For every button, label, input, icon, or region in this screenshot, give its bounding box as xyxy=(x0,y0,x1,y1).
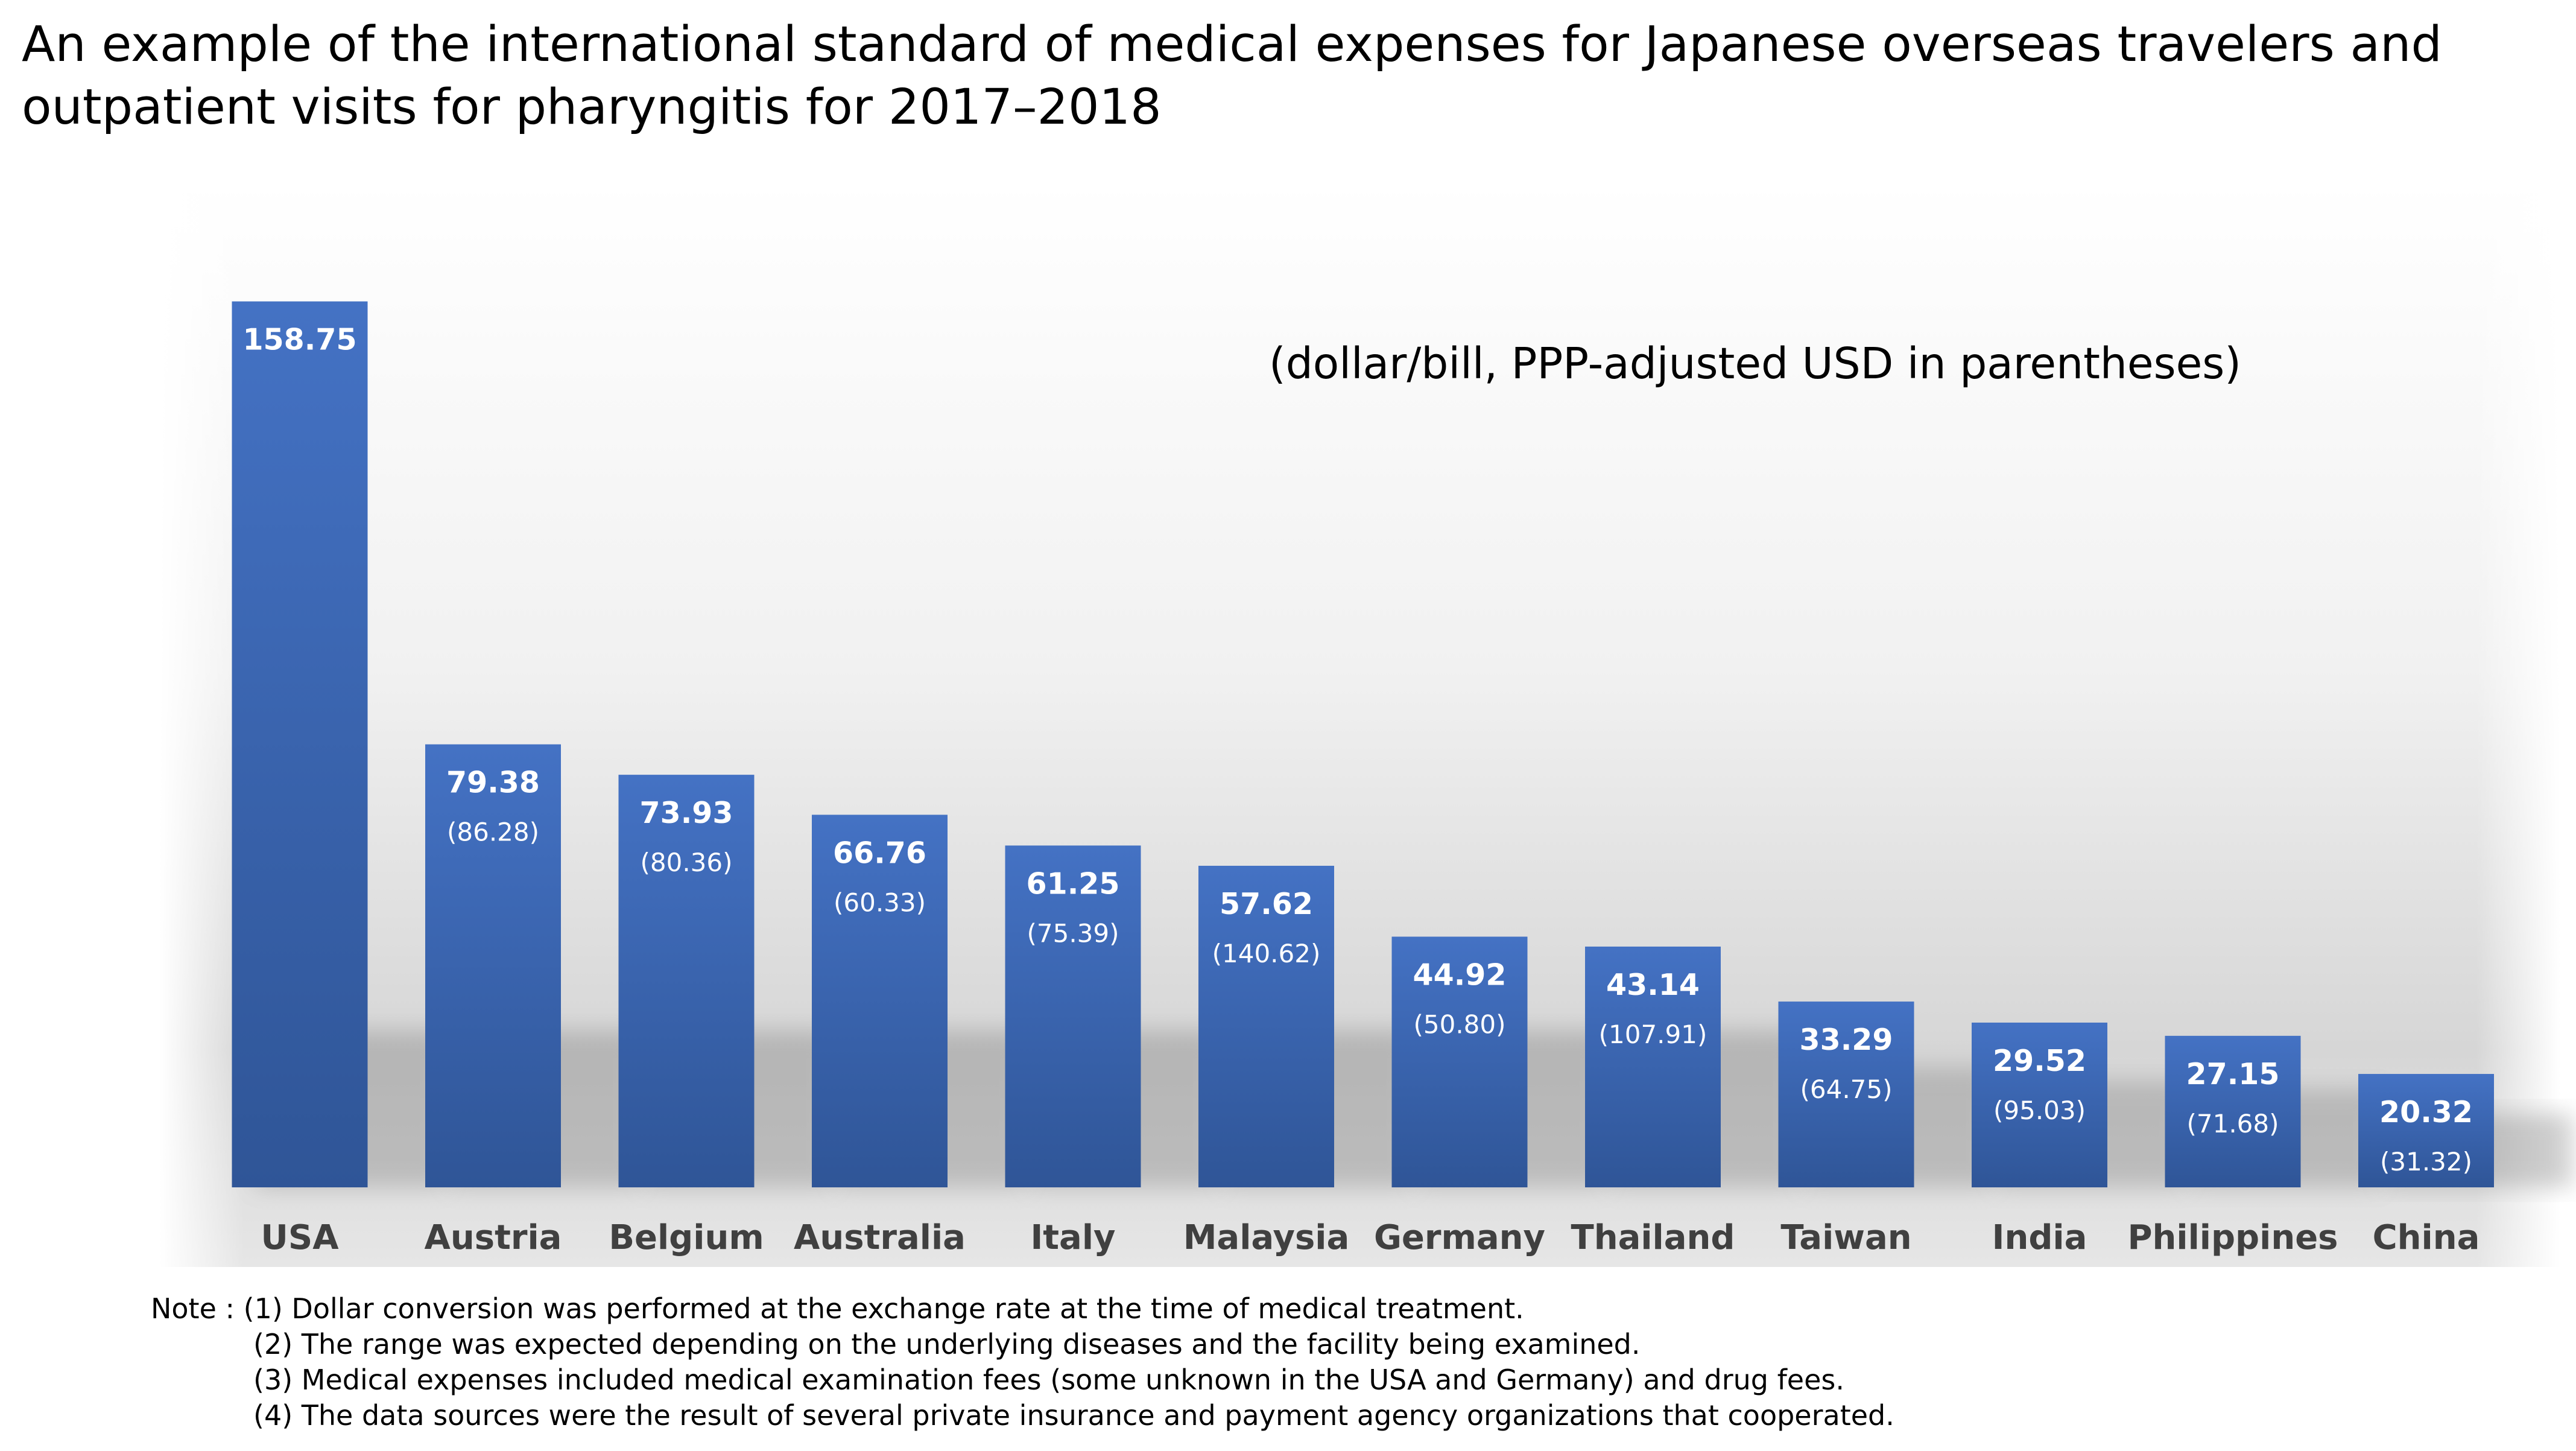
value-label-philippines: 27.15 xyxy=(2186,1057,2280,1091)
bar-thailand xyxy=(1585,946,1721,1187)
category-label-philippines: Philippines xyxy=(2127,1218,2338,1257)
value-label-italy: 61.25 xyxy=(1027,866,1120,901)
value-labels: 158.75 79.38 73.93 66.76 61.25 57.62 44.92 43.1… xyxy=(242,323,2473,1129)
ppp-label-india: (95.03) xyxy=(1993,1096,2086,1125)
category-label-italy: Italy xyxy=(1030,1218,1115,1257)
value-label-thailand: 43.14 xyxy=(1606,968,1700,1002)
bar-usa xyxy=(232,301,368,1187)
category-label-belgium: Belgium xyxy=(609,1218,764,1257)
bar-austria xyxy=(425,744,561,1187)
unit-note: (dollar/bill, PPP-adjusted USD in parent… xyxy=(1269,338,2241,389)
category-label-usa: USA xyxy=(261,1218,339,1257)
ppp-label-china: (31.32) xyxy=(2380,1147,2472,1176)
category-label-india: India xyxy=(1992,1218,2087,1257)
category-label-australia: Australia xyxy=(794,1218,966,1257)
bar-germany xyxy=(1391,936,1528,1187)
note-line-1: Note : (1) Dollar conversion was perform… xyxy=(151,1292,1524,1325)
bar-belgium xyxy=(618,775,755,1187)
bar-italy xyxy=(1005,845,1141,1187)
category-label-austria: Austria xyxy=(425,1218,562,1257)
category-labels: USA Austria Belgium Australia Italy Malaysia G… xyxy=(261,1218,2479,1257)
value-label-china: 20.32 xyxy=(2379,1095,2473,1129)
note-line-2: (2) The range was expected depending on … xyxy=(253,1328,1641,1361)
category-label-malaysia: Malaysia xyxy=(1183,1218,1350,1257)
ppp-label-australia: (60.33) xyxy=(834,887,926,917)
note-line-4: (4) The data sources were the result of … xyxy=(253,1399,1894,1432)
ppp-label-thailand: (107.91) xyxy=(1599,1020,1707,1049)
bar-taiwan xyxy=(1778,1002,1914,1187)
ppp-label-austria: (86.28) xyxy=(447,818,539,847)
bar-philippines xyxy=(2165,1035,2301,1187)
ppp-label-italy: (75.39) xyxy=(1027,918,1119,948)
bar-malaysia xyxy=(1198,866,1334,1187)
value-label-malaysia: 57.62 xyxy=(1220,887,1313,921)
bar-australia xyxy=(812,814,948,1187)
bars xyxy=(232,301,2494,1187)
ppp-value-labels: (86.28) (80.36) (60.33) (75.39) (140.62) (50.… xyxy=(447,818,2472,1176)
ppp-label-germany: (50.80) xyxy=(1413,1009,1505,1039)
value-label-taiwan: 33.29 xyxy=(1800,1023,1893,1057)
ppp-label-philippines: (71.68) xyxy=(2186,1109,2279,1138)
notes: Note : (1) Dollar conversion was perform… xyxy=(151,1291,1894,1434)
category-label-thailand: Thailand xyxy=(1571,1218,1735,1257)
value-label-india: 29.52 xyxy=(1993,1044,2086,1078)
bar-india xyxy=(1972,1022,2107,1187)
value-label-germany: 44.92 xyxy=(1413,957,1507,992)
ppp-label-malaysia: (140.62) xyxy=(1212,939,1321,968)
category-label-china: China xyxy=(2373,1218,2480,1257)
value-label-belgium: 73.93 xyxy=(640,796,733,830)
bar-china xyxy=(2358,1074,2494,1187)
value-label-usa: 158.75 xyxy=(242,323,356,357)
category-label-germany: Germany xyxy=(1374,1218,1545,1257)
value-label-australia: 66.76 xyxy=(833,836,926,870)
category-label-taiwan: Taiwan xyxy=(1780,1218,1911,1257)
page-title: An example of the international standard… xyxy=(22,16,2442,136)
note-line-3: (3) Medical expenses included medical ex… xyxy=(253,1364,1844,1396)
ppp-label-taiwan: (64.75) xyxy=(1800,1075,1892,1104)
ppp-label-belgium: (80.36) xyxy=(640,848,732,877)
value-label-austria: 79.38 xyxy=(446,766,540,800)
